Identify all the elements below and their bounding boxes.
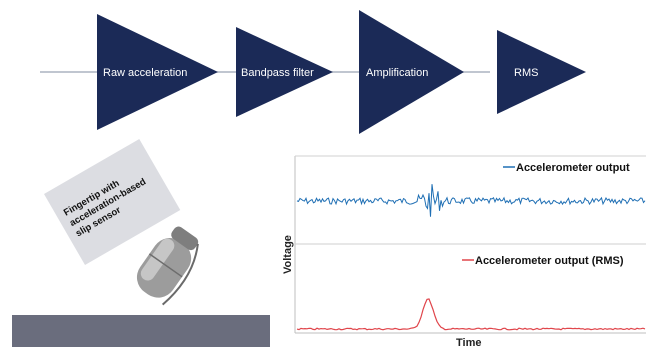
stage-amplification: Amplification bbox=[359, 10, 464, 134]
finger-shadow bbox=[161, 243, 199, 306]
stage-label-rms: RMS bbox=[514, 67, 538, 79]
raw-accelerometer-signal bbox=[296, 184, 646, 217]
fingertip-sensor-card: Fingertip with acceleration-based slip s… bbox=[44, 138, 181, 265]
stage-bandpass-filter: Bandpass filter bbox=[236, 27, 333, 117]
surface bbox=[12, 315, 270, 347]
stage-triangle bbox=[97, 14, 218, 130]
legend-label-raw: Accelerometer output bbox=[516, 162, 630, 174]
y-axis-label: Voltage bbox=[282, 235, 294, 274]
stage-raw-acceleration: Raw acceleration bbox=[97, 14, 218, 130]
legend-rms: Accelerometer output (RMS) bbox=[462, 255, 624, 267]
fingertip bbox=[136, 226, 199, 306]
stage-label-amplification: Amplification bbox=[366, 67, 428, 79]
stage-label-raw-acceleration: Raw acceleration bbox=[103, 67, 187, 79]
signal-plot: Voltage Time Accelerometer output Accele… bbox=[282, 155, 646, 347]
fingertip-illustration: Fingertip with acceleration-based slip s… bbox=[12, 138, 270, 347]
finger-body bbox=[136, 238, 192, 298]
stage-label-bandpass-filter: Bandpass filter bbox=[241, 67, 314, 79]
sensor-card-background bbox=[44, 138, 181, 265]
stage-triangle bbox=[497, 30, 586, 114]
stage-triangle bbox=[359, 10, 464, 134]
stage-triangle bbox=[236, 27, 333, 117]
finger-joint bbox=[148, 253, 183, 278]
pipeline: Raw acceleration Bandpass filter Amplifi… bbox=[97, 10, 586, 134]
stage-rms: RMS bbox=[497, 30, 586, 114]
x-axis-label: Time bbox=[456, 337, 481, 347]
finger-tip-sensor bbox=[171, 226, 199, 251]
rms-accelerometer-signal bbox=[296, 298, 646, 331]
legend-label-rms: Accelerometer output (RMS) bbox=[475, 255, 624, 267]
legend-raw: Accelerometer output bbox=[503, 162, 630, 174]
